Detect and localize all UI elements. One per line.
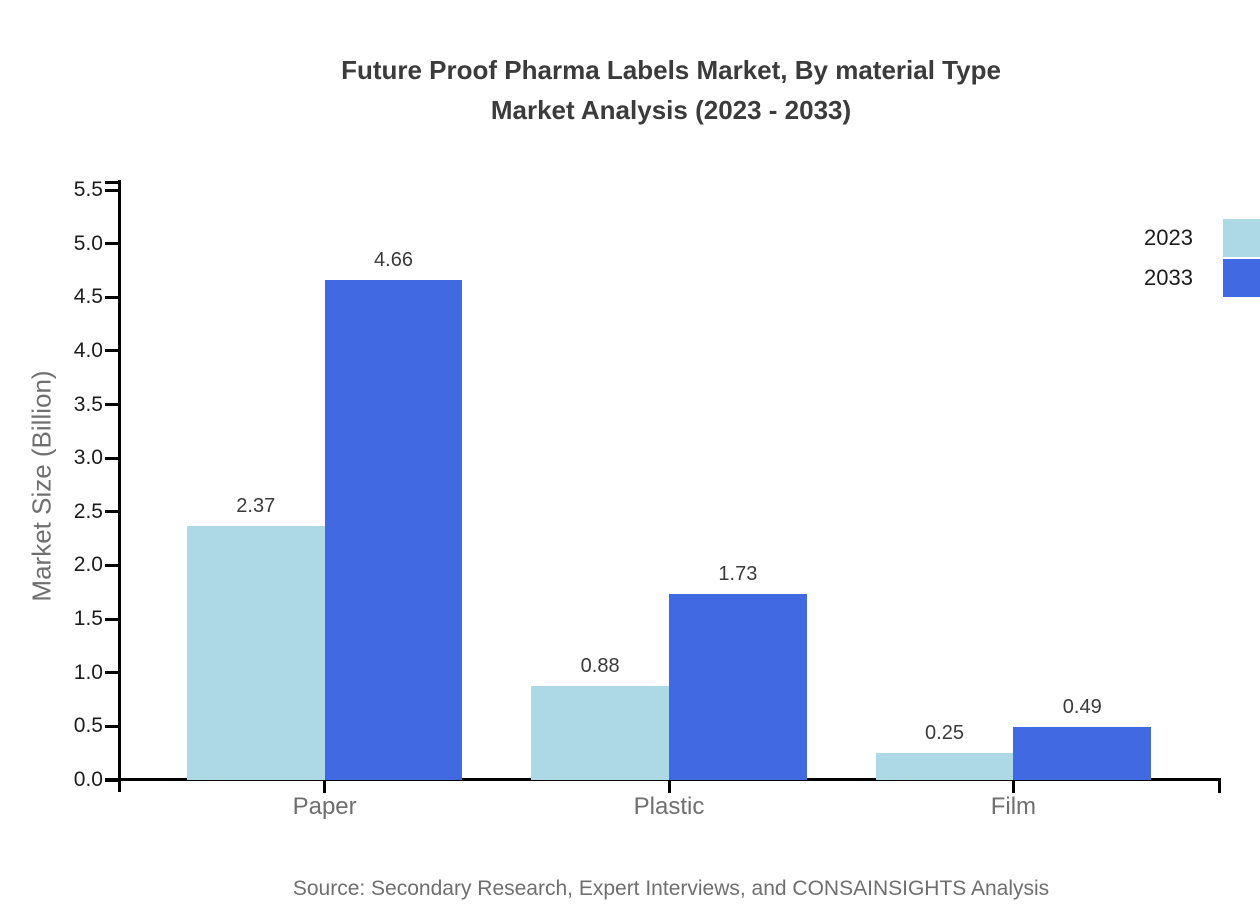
- y-tick-0.5: [105, 724, 118, 728]
- chart-title-line1: Future Proof Pharma Labels Market, By ma…: [341, 55, 1001, 85]
- y-tick-label-2.5: 2.5: [73, 499, 103, 523]
- y-axis-end-cap-tick: [105, 181, 118, 184]
- bar-2023-paper: [186, 525, 325, 780]
- y-tick-3.5: [105, 403, 118, 407]
- bar-2033-film: [1013, 727, 1152, 780]
- value-label-2023-plastic: 0.88: [580, 654, 620, 677]
- y-tick-0.0: [105, 778, 118, 782]
- y-tick-label-0.5: 0.5: [73, 714, 103, 738]
- legend-label-2033: 2033: [1144, 265, 1193, 290]
- y-tick-5.0: [105, 242, 118, 246]
- y-tick-4.0: [105, 349, 118, 353]
- y-tick-3.0: [105, 456, 118, 460]
- y-tick-label-1.0: 1.0: [73, 660, 103, 684]
- x-tick-label-paper: Paper: [292, 793, 357, 820]
- y-tick-1.5: [105, 617, 118, 621]
- y-tick-4.5: [105, 295, 118, 299]
- y-tick-label-2.0: 2.0: [73, 553, 103, 577]
- x-tick-label-plastic: Plastic: [633, 793, 705, 820]
- chart-title: Future Proof Pharma Labels Market, By ma…: [120, 50, 1222, 130]
- y-tick-5.5: [105, 188, 118, 192]
- legend-item-2033: 2033: [1144, 259, 1260, 297]
- y-tick-label-0.0: 0.0: [73, 768, 103, 791]
- x-axis-end-cap-tick: [1218, 781, 1221, 793]
- legend-swatch-2033: [1223, 259, 1260, 297]
- source-text: Source: Secondary Research, Expert Inter…: [292, 877, 1050, 900]
- legend: 2023 2033: [1144, 219, 1260, 299]
- value-label-2033-paper: 4.66: [374, 249, 413, 272]
- y-tick-label-4.0: 4.0: [73, 338, 103, 362]
- legend-item-2023: 2023: [1144, 219, 1260, 257]
- y-tick-label-1.5: 1.5: [73, 607, 103, 631]
- y-axis-line: [118, 180, 121, 792]
- value-label-2033-plastic: 1.73: [718, 563, 758, 586]
- x-tick-plastic: [667, 781, 671, 793]
- bar-2023-plastic: [531, 685, 669, 780]
- y-tick-label-3.5: 3.5: [73, 392, 103, 416]
- legend-label-2023: 2023: [1144, 225, 1193, 250]
- y-tick-label-3.0: 3.0: [73, 446, 103, 470]
- x-tick-label-film: Film: [990, 793, 1037, 820]
- y-tick-label-4.5: 4.5: [73, 285, 103, 309]
- y-tick-1.0: [105, 671, 118, 675]
- chart-title-line2: Market Analysis (2023 - 2033): [490, 95, 852, 125]
- value-label-2023-film: 0.25: [925, 722, 964, 745]
- bar-2033-paper: [324, 280, 463, 780]
- bar-2023-film: [875, 753, 1014, 780]
- y-tick-2.5: [105, 510, 118, 514]
- y-tick-2.0: [105, 563, 118, 567]
- value-label-2023-paper: 2.37: [236, 494, 276, 517]
- x-tick-film: [1011, 781, 1015, 793]
- bar-2033-plastic: [669, 594, 807, 780]
- y-tick-label-5.5: 5.5: [73, 178, 103, 201]
- value-label-2033-film: 0.49: [1062, 696, 1102, 719]
- y-tick-label-5.0: 5.0: [73, 231, 103, 255]
- x-tick-paper: [323, 781, 327, 793]
- legend-swatch-2023: [1223, 219, 1260, 257]
